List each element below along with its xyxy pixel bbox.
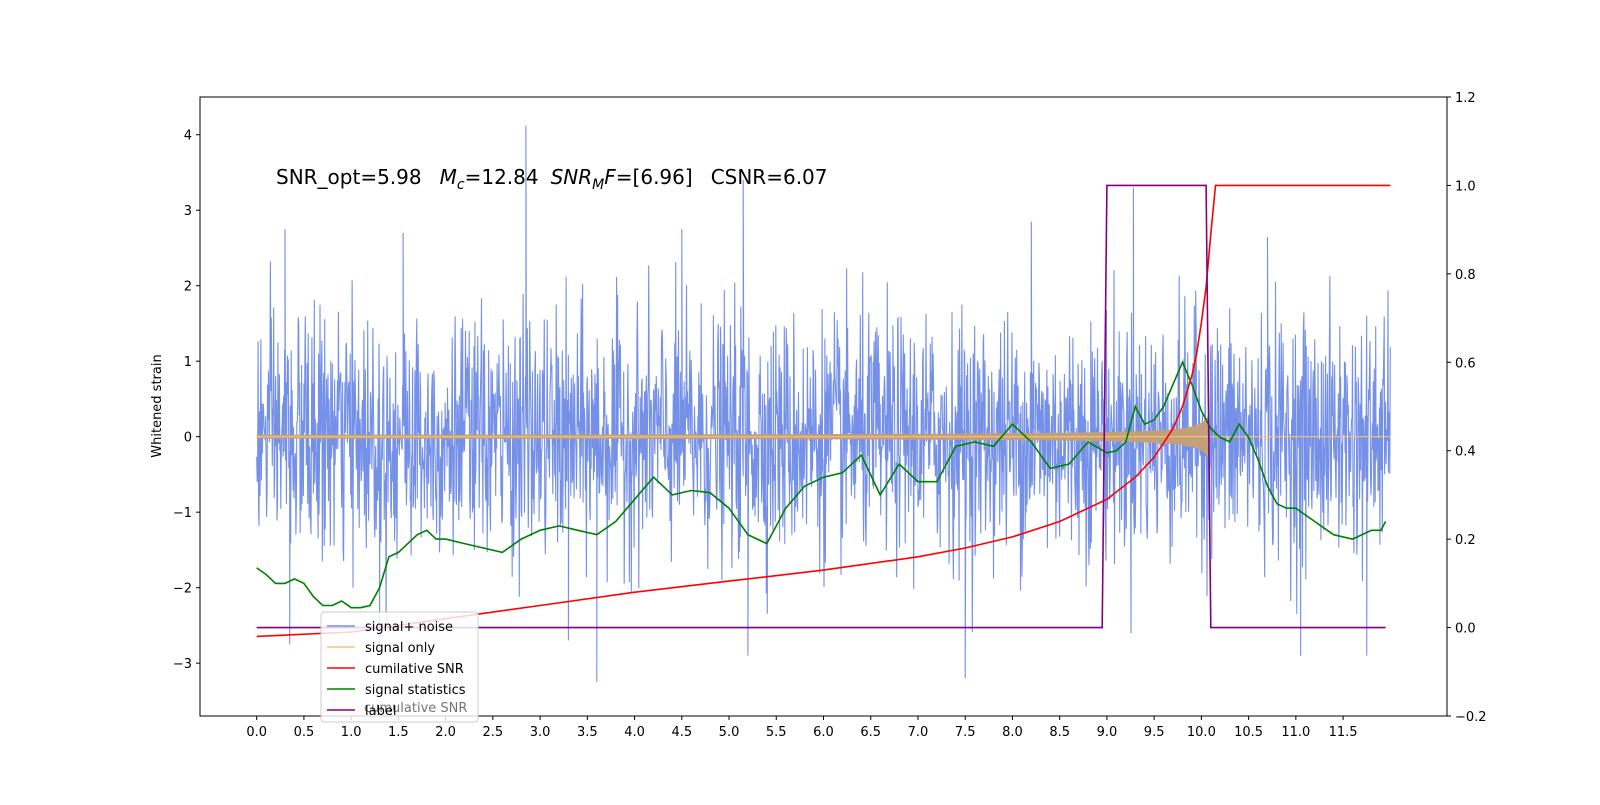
y-axis-right: −0.2 0.0 0.2 0.4 0.6 0.8 1.0 1.2 [1447,91,1487,725]
series-cumulative-snr [256,184,1391,638]
y-tick-label: −2 [173,582,192,597]
y2-tick-label: 0.0 [1455,622,1476,637]
y-tick-label: 4 [184,129,192,144]
x-tick-label: 0.5 [294,725,315,740]
y-tick-label: −1 [173,506,192,521]
noise-line [256,125,1391,683]
x-tick-label: 3.0 [530,725,551,740]
annotation: SNR_opt=5.98 Mc=12.84 SNRMF=[6.96] CSNR=6.0… [276,165,828,193]
x-tick-label: 11.0 [1281,725,1310,740]
legend-entry-label: signal only [365,641,435,656]
x-tick-label: 2.0 [435,725,456,740]
annotation-csnr: CSNR=6.07 [711,165,828,189]
cumulative-snr-line [256,184,1391,638]
series-label [256,184,1386,629]
y2-tick-label: 0.4 [1455,445,1476,460]
x-tick-label: 8.0 [1002,725,1023,740]
series-signal-statistics [256,360,1387,609]
legend-entry-label: signal+ noise [365,620,453,635]
series-signal-noise [256,125,1391,683]
x-tick-label: 2.5 [483,725,504,740]
x-axis: 0.0 0.5 1.0 1.5 2.0 2.5 3.0 3.5 4.0 4.5 5.0 5.5 6.0 6… [246,716,1358,740]
annotation-snrmf-value: =[6.96] [616,165,693,189]
plot-area [256,125,1391,683]
x-tick-label: 7.0 [908,725,929,740]
x-tick-label: 10.0 [1187,725,1216,740]
x-tick-label: 6.5 [860,725,881,740]
x-tick-label: 0.0 [246,725,267,740]
y-axis-label: Whitened strain [150,354,165,457]
annotation-mc-symbol: M [440,165,457,189]
y2-tick-label: −0.2 [1455,710,1487,725]
y-tick-label: 3 [184,204,192,219]
legend-box [320,611,479,723]
x-tick-label: 1.0 [341,725,362,740]
legend-entry-label: label [365,704,396,719]
annotation-snr-opt: SNR_opt=5.98 [276,165,422,189]
x-tick-label: 3.5 [577,725,598,740]
x-tick-label: 9.0 [1097,725,1118,740]
annotation-mc-value: =12.84 [465,165,539,189]
x-tick-label: 10.5 [1234,725,1263,740]
x-tick-label: 5.5 [766,725,787,740]
y-tick-label: 1 [184,355,192,370]
label-line [256,184,1386,629]
signal-statistics-line [256,360,1387,609]
y2-tick-label: 0.6 [1455,356,1476,371]
y-tick-label: −3 [173,657,192,672]
series-signal-only [256,414,1391,460]
annotation-line: SNR_opt=5.98 Mc=12.84 SNRMF=[6.96] CSNR=6.0… [276,165,828,193]
x-tick-label: 5.0 [719,725,740,740]
legend-entries: signal+ noise signal only cumilative SNR si… [327,620,466,719]
annotation-mc-sub: c [457,177,465,193]
x-tick-label: 8.5 [1049,725,1070,740]
y-axis-left: −3 −2 −1 0 1 2 3 4 [173,129,200,672]
x-tick-label: 9.5 [1144,725,1165,740]
x-tick-label: 7.5 [955,725,976,740]
x-tick-label: 4.0 [624,725,645,740]
legend-ghost-text: cumulative SNR [364,701,467,716]
y2-tick-label: 0.8 [1455,268,1476,283]
x-tick-label: 4.5 [671,725,692,740]
x-tick-label: 6.0 [813,725,834,740]
y2-tick-label: 1.0 [1455,179,1476,194]
x-tick-label: 1.5 [388,725,409,740]
y2-tick-label: 1.2 [1455,91,1476,106]
y-tick-label: 0 [184,431,192,446]
annotation-snrmf-symbol: SNR [551,165,593,189]
y-tick-label: 2 [184,280,192,295]
x-tick-label: 11.5 [1329,725,1358,740]
legend: cumulative SNR signal+ noise signal only c… [320,611,479,723]
legend-entry-label: cumilative SNR [365,662,464,677]
legend-entry-label: signal statistics [365,683,466,698]
y2-tick-label: 0.2 [1455,533,1476,548]
annotation-snrmf-f: F [604,165,616,189]
annotation-snrmf-sub: M [592,177,604,193]
